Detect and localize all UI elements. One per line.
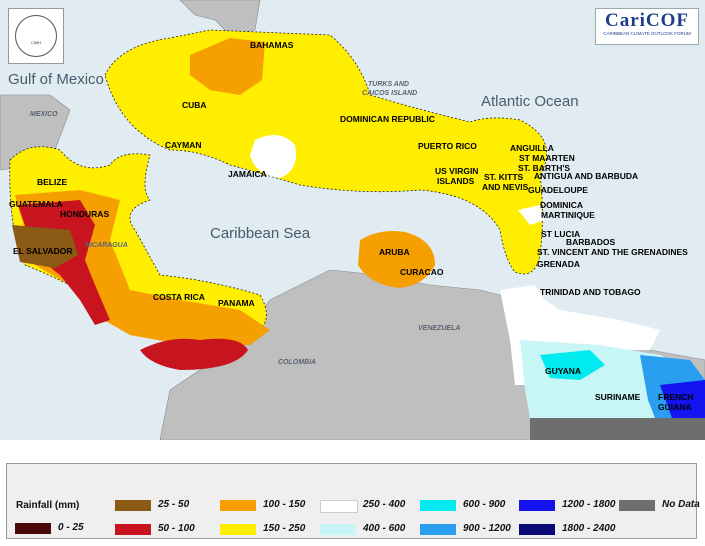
land-label-mexico: MEXICO: [30, 111, 58, 118]
sea-label-caribbean: Caribbean Sea: [210, 225, 311, 242]
country-label: ST. BARTH'S: [518, 163, 570, 173]
sea-label-gulf: Gulf of Mexico: [8, 71, 104, 88]
legend-label: 0 - 25: [58, 522, 84, 533]
legend-label: 600 - 900: [463, 499, 506, 510]
legend-label: 25 - 50: [158, 499, 190, 510]
country-label: HONDURAS: [60, 209, 109, 219]
country-label: CAYMAN: [165, 140, 202, 150]
country-label: GUIANA: [658, 402, 692, 412]
legend-swatch: [320, 500, 358, 513]
country-label: EL SALVADOR: [13, 246, 73, 256]
country-label: ST. VINCENT AND THE GRENADINES: [537, 247, 688, 257]
legend-swatch: [519, 524, 555, 535]
country-label: ST MAARTEN: [519, 153, 575, 163]
country-label: ANTIGUA AND BARBUDA: [534, 171, 638, 181]
legend-label: 150 - 250: [263, 523, 306, 534]
legend-label: No Data: [662, 499, 700, 510]
legend-swatch: [115, 524, 151, 535]
legend-label: 1200 - 1800: [562, 499, 616, 510]
legend-label: 50 - 100: [158, 523, 195, 534]
legend-swatch: [115, 500, 151, 511]
brown-region: [12, 225, 78, 268]
cimh-logo-text: CIMH: [30, 40, 42, 45]
caricof-subtitle: CARIBBEAN CLIMATE OUTLOOK FORUM: [603, 31, 691, 36]
land-label-turks: TURKS AND: [368, 81, 409, 88]
country-label: GUATEMALA: [9, 199, 63, 209]
cyan-region: [540, 350, 605, 380]
country-label: DOMINICAN REPUBLIC: [340, 114, 435, 124]
legend-swatch: [220, 500, 256, 511]
sea-label-atlantic: Atlantic Ocean: [481, 93, 579, 110]
country-label: ANGUILLA: [510, 143, 554, 153]
country-label: FRENCH: [658, 392, 693, 402]
legend-label: 100 - 150: [263, 499, 306, 510]
legend-swatch: [519, 500, 555, 511]
country-label: TRINIDAD AND TOBAGO: [540, 287, 641, 297]
darkblue-region: [660, 380, 705, 418]
legend: Rainfall (mm) 0 - 25 25 - 50 50 - 100 100 -…: [6, 463, 700, 539]
country-label: PANAMA: [218, 298, 255, 308]
legend-title: Rainfall (mm): [16, 500, 80, 511]
country-label: BARBADOS: [566, 237, 615, 247]
country-label: ST LUCIA: [541, 229, 580, 239]
cimh-logo: CIMH: [8, 8, 64, 64]
country-label: COSTA RICA: [153, 292, 205, 302]
country-label: MARTINIQUE: [541, 210, 595, 220]
legend-swatch: [619, 500, 655, 511]
country-label: US VIRGIN: [435, 166, 478, 176]
country-label: GRENADA: [537, 259, 580, 269]
country-label: DOMINICA: [540, 200, 583, 210]
legend-label: 900 - 1200: [463, 523, 511, 534]
country-label: GUADELOUPE: [528, 185, 588, 195]
country-label: BELIZE: [37, 177, 68, 187]
nodata-region: [530, 418, 705, 440]
legend-swatch: [15, 523, 51, 534]
country-label: ST. KITTS: [484, 172, 524, 182]
country-label: BAHAMAS: [250, 40, 294, 50]
legend-label: 250 - 400: [363, 499, 406, 510]
caricof-name: CariCOF: [604, 10, 690, 31]
country-label: GUYANA: [545, 366, 581, 376]
land-label-venezuela: VENEZUELA: [418, 325, 460, 332]
country-label: PUERTO RICO: [418, 141, 477, 151]
country-label: AND NEVIS: [482, 182, 529, 192]
legend-swatch: [320, 524, 356, 535]
country-label: JAMAICA: [228, 169, 267, 179]
rainfall-map: Gulf of Mexico Atlantic Ocean Caribbean …: [0, 0, 705, 440]
land-label-colombia: COLOMBIA: [278, 359, 316, 366]
legend-label: 400 - 600: [363, 523, 406, 534]
country-label: ISLANDS: [437, 176, 475, 186]
caricof-logo: CariCOF CARIBBEAN CLIMATE OUTLOOK FORUM: [595, 8, 699, 45]
land-label-turks2: CAICOS ISLAND: [362, 90, 417, 97]
cimh-seal-icon: CIMH: [15, 15, 57, 57]
legend-swatch: [420, 500, 456, 511]
legend-swatch: [420, 524, 456, 535]
country-label: ARUBA: [379, 247, 410, 257]
land-label-nicaragua: NICARAGUA: [85, 242, 128, 249]
country-label: CURACAO: [400, 267, 444, 277]
country-label: SURINAME: [595, 392, 641, 402]
country-label: CUBA: [182, 100, 207, 110]
legend-swatch: [220, 524, 256, 535]
legend-label: 1800 - 2400: [562, 523, 616, 534]
